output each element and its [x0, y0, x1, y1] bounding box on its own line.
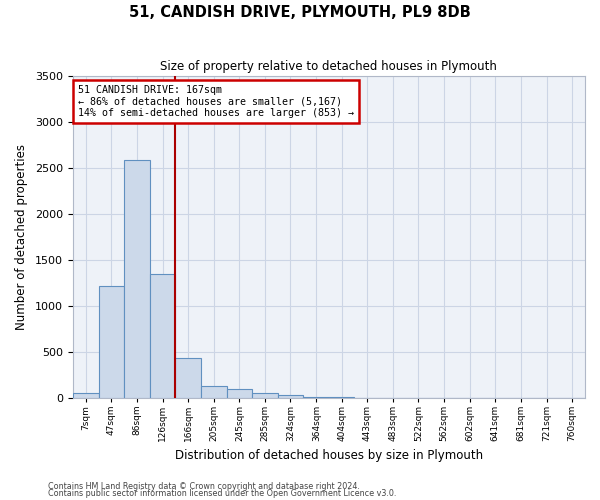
Bar	[175, 358, 200, 398]
Bar	[304, 397, 329, 398]
Title: Size of property relative to detached houses in Plymouth: Size of property relative to detached ho…	[160, 60, 497, 73]
Bar	[278, 395, 304, 398]
Y-axis label: Number of detached properties: Number of detached properties	[15, 144, 28, 330]
Bar	[227, 388, 253, 398]
Bar	[73, 393, 98, 398]
Text: Contains public sector information licensed under the Open Government Licence v3: Contains public sector information licen…	[48, 489, 397, 498]
Bar	[200, 386, 227, 398]
Text: Contains HM Land Registry data © Crown copyright and database right 2024.: Contains HM Land Registry data © Crown c…	[48, 482, 360, 491]
X-axis label: Distribution of detached houses by size in Plymouth: Distribution of detached houses by size …	[175, 450, 483, 462]
Text: 51, CANDISH DRIVE, PLYMOUTH, PL9 8DB: 51, CANDISH DRIVE, PLYMOUTH, PL9 8DB	[129, 5, 471, 20]
Bar	[253, 393, 278, 398]
Bar	[149, 274, 175, 398]
Text: 51 CANDISH DRIVE: 167sqm
← 86% of detached houses are smaller (5,167)
14% of sem: 51 CANDISH DRIVE: 167sqm ← 86% of detach…	[78, 85, 354, 118]
Bar	[124, 160, 149, 398]
Bar	[98, 286, 124, 398]
